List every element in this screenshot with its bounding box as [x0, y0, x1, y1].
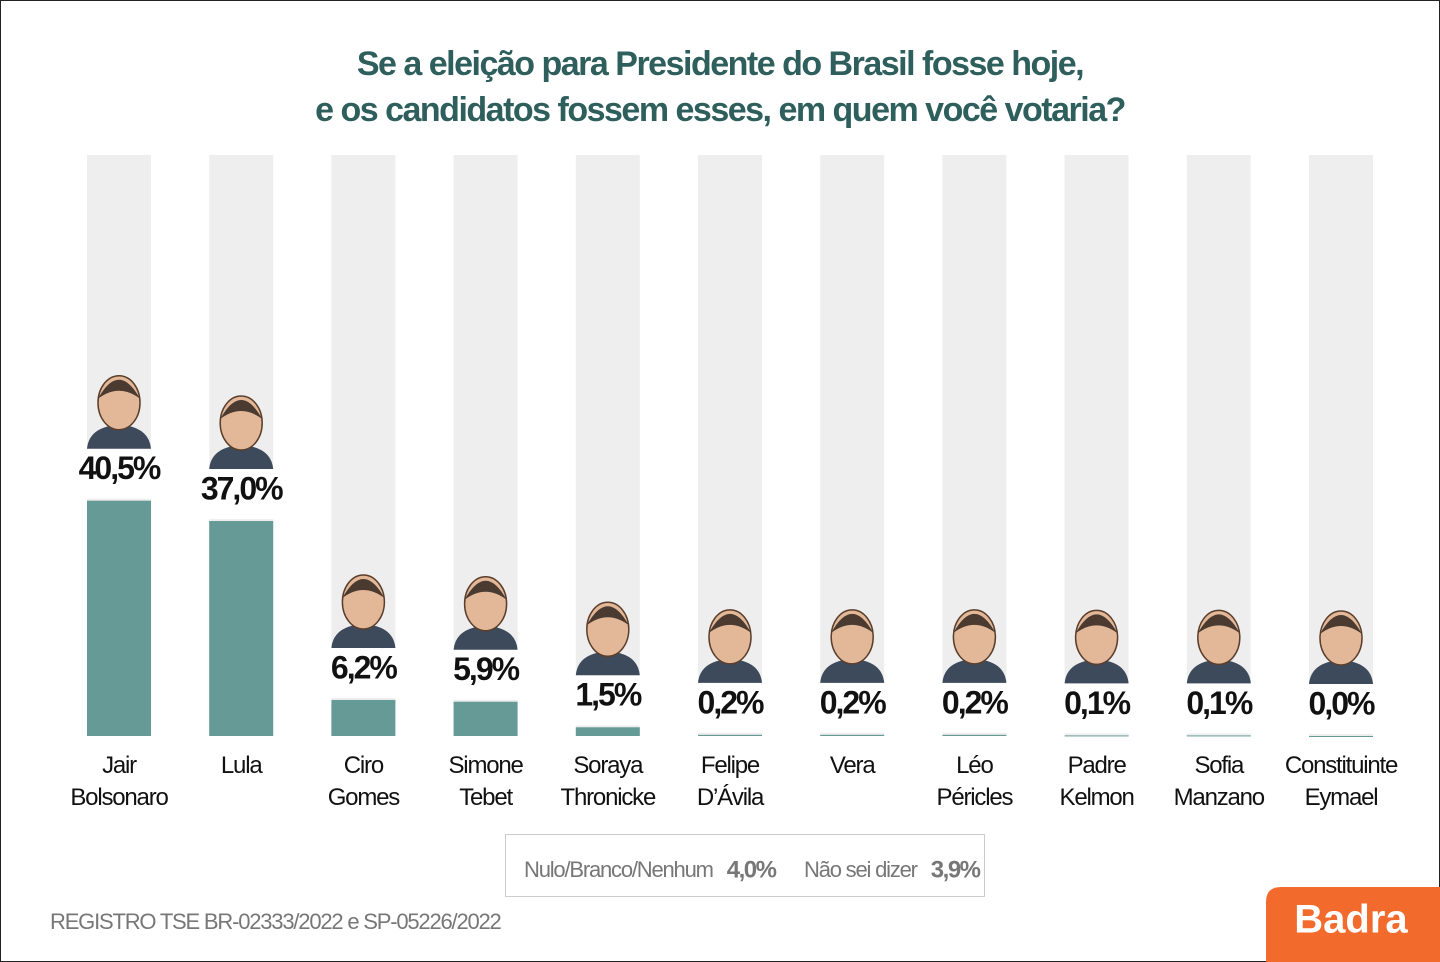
- footnote: REGISTRO TSE BR-02333/2022 e SP-05226/20…: [50, 909, 502, 934]
- bar: [331, 699, 396, 736]
- portrait-hair: [709, 613, 751, 633]
- portrait-body: [820, 658, 885, 683]
- bar: [1064, 735, 1129, 737]
- value-label: 6,2%: [331, 649, 397, 685]
- label-bg: [1052, 683, 1141, 734]
- x-tick-label: Ciro Gomes: [327, 752, 401, 811]
- others-box: [505, 834, 985, 897]
- label-bg: [319, 647, 408, 698]
- portrait-hair: [464, 580, 507, 600]
- label-bg: [1174, 683, 1263, 734]
- value-label: 37,0%: [201, 470, 283, 506]
- label-bg: [1297, 684, 1385, 734]
- logo-bg: [1266, 887, 1440, 962]
- x-tick-label: Léo Péricles: [936, 752, 1014, 811]
- value-label: 0,2%: [698, 684, 764, 720]
- portrait-hair: [220, 400, 263, 420]
- others-value: 4,0%: [727, 856, 777, 883]
- portrait-hair: [831, 613, 874, 633]
- label-bg: [563, 675, 652, 726]
- label-bg: [75, 448, 163, 499]
- portrait-hair: [1320, 615, 1362, 634]
- portrait-body: [209, 445, 274, 470]
- bar: [820, 734, 885, 736]
- label-bg: [197, 469, 286, 520]
- portrait-hair: [953, 613, 996, 633]
- label-bg: [808, 682, 897, 733]
- value-label: 0,0%: [1309, 685, 1375, 721]
- x-tick-label: Simone Tebet: [448, 752, 524, 811]
- value-label: 5,9%: [453, 651, 519, 687]
- portrait-hair: [1075, 614, 1118, 634]
- portrait-hair: [1197, 614, 1240, 634]
- portrait-body: [1064, 659, 1129, 684]
- portrait-body: [453, 625, 518, 650]
- x-tick-label: Padre Kelmon: [1059, 752, 1135, 811]
- portrait-hair: [98, 379, 140, 399]
- portrait-body: [331, 623, 396, 648]
- bar: [942, 734, 1007, 736]
- x-tick-label: Vera: [829, 752, 876, 779]
- portrait-hair: [342, 578, 385, 598]
- value-label: 0,1%: [1064, 685, 1130, 721]
- label-bg: [441, 649, 530, 700]
- portrait-body: [698, 658, 762, 683]
- value-label: 0,2%: [942, 684, 1008, 720]
- x-tick-label: Lula: [220, 752, 263, 779]
- value-label: 40,5%: [79, 450, 161, 486]
- value-label: 1,5%: [575, 677, 641, 713]
- label-bg: [686, 682, 774, 733]
- x-tick-label: Soraya Thronicke: [560, 752, 657, 811]
- bar: [209, 521, 274, 736]
- others-name: Nulo/Branco/Nenhum: [524, 857, 713, 882]
- others-value: 3,9%: [931, 856, 981, 883]
- chart-title: e os candidatos fossem esses, em quem vo…: [315, 91, 1125, 129]
- portrait-body: [87, 424, 151, 449]
- logo: Badra: [1294, 898, 1408, 942]
- chart-title: Se a eleição para Presidente do Brasil f…: [357, 45, 1083, 83]
- bar: [453, 701, 518, 736]
- others-name: Não sei dizer: [804, 857, 918, 882]
- bar: [1309, 736, 1373, 737]
- bar: [1186, 735, 1251, 737]
- value-label: 0,1%: [1186, 685, 1252, 721]
- portrait-body: [575, 651, 640, 676]
- bar: [87, 500, 151, 736]
- x-tick-label: Jair Bolsonaro: [70, 752, 168, 811]
- bar: [575, 727, 640, 736]
- portrait-body: [1309, 660, 1373, 684]
- portrait-body: [1186, 659, 1251, 684]
- x-tick-label: Constituinte Eymael: [1284, 752, 1399, 811]
- portrait-hair: [586, 606, 629, 626]
- portrait-body: [942, 658, 1007, 683]
- value-label: 0,2%: [820, 684, 886, 720]
- label-bg: [930, 682, 1019, 733]
- bar: [698, 734, 762, 736]
- x-tick-label: Sofia Manzano: [1173, 752, 1266, 811]
- x-tick-label: Felipe D’Ávila: [696, 752, 765, 811]
